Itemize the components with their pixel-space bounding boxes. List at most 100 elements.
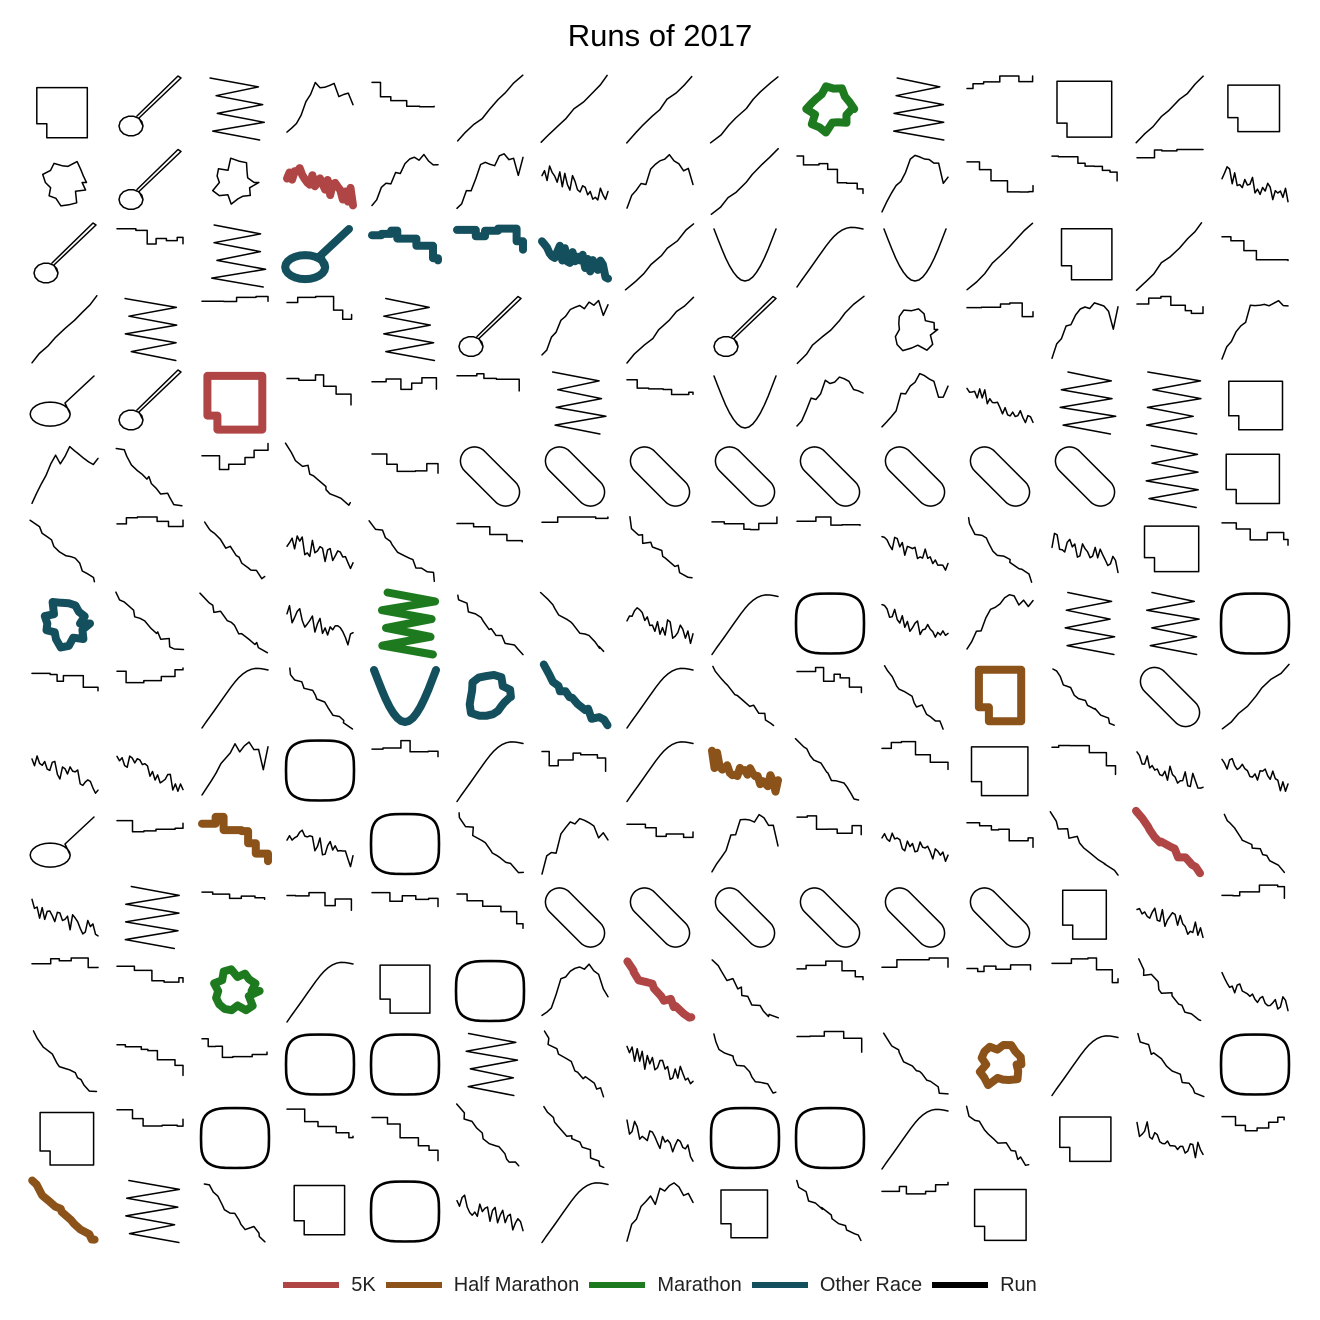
run-panel <box>966 821 1034 848</box>
run-panel <box>892 77 945 141</box>
run-panel <box>383 297 436 362</box>
run-route <box>709 76 779 144</box>
run-panel <box>115 447 183 507</box>
run-panel <box>966 387 1034 424</box>
run-route <box>799 446 861 507</box>
run-panel <box>1221 166 1289 203</box>
run-route <box>284 442 352 506</box>
run-route <box>538 237 612 283</box>
run-route <box>210 224 267 288</box>
run-panel <box>966 222 1034 291</box>
legend-label-marathon: Marathon <box>657 1273 742 1296</box>
run-route <box>31 957 99 969</box>
run-panel <box>799 887 861 948</box>
run-panel <box>41 160 88 207</box>
run-panel <box>281 225 353 284</box>
run-route <box>711 516 778 531</box>
run-route <box>201 442 269 471</box>
run-panel <box>884 887 946 948</box>
run-panel <box>796 376 864 427</box>
run-route <box>1143 525 1200 573</box>
run-panel <box>286 604 354 646</box>
run-panel <box>966 75 1034 90</box>
run-route <box>714 887 776 948</box>
run-route <box>623 957 696 1022</box>
run-panel <box>286 1108 354 1139</box>
run-route <box>713 295 777 357</box>
run-panel <box>970 746 1029 797</box>
run-panel <box>1221 236 1289 262</box>
run-panel <box>711 594 779 656</box>
run-panel <box>203 521 266 580</box>
run-panel <box>794 592 866 655</box>
run-panel <box>31 898 99 937</box>
run-panel <box>710 147 779 216</box>
run-panel <box>1060 227 1113 281</box>
run-route <box>626 75 693 144</box>
run-route <box>1145 591 1200 656</box>
run-panel <box>211 157 260 205</box>
run-panel <box>711 959 780 1019</box>
run-panel <box>1135 222 1203 292</box>
run-route <box>969 887 1031 948</box>
run-route <box>198 812 272 866</box>
run-route <box>286 535 354 570</box>
run-panel <box>720 1189 769 1239</box>
run-panel <box>626 379 694 396</box>
run-panel <box>541 817 609 875</box>
run-route <box>368 226 442 265</box>
legend-swatch-half-marathon <box>385 1282 442 1288</box>
run-route <box>713 375 777 429</box>
run-route <box>883 665 944 730</box>
run-panel <box>210 965 264 1015</box>
run-route <box>369 1180 441 1243</box>
run-route <box>115 447 183 507</box>
run-route <box>796 666 863 694</box>
run-route <box>116 1043 184 1077</box>
run-route <box>541 299 609 356</box>
run-route <box>116 819 184 833</box>
run-panel <box>289 667 354 730</box>
run-route <box>1051 302 1119 360</box>
run-route <box>1132 806 1204 878</box>
run-panel <box>626 1182 694 1242</box>
run-panel <box>539 591 605 653</box>
run-panel <box>456 74 524 142</box>
run-panel <box>33 222 97 284</box>
run-panel <box>966 593 1034 650</box>
run-panel <box>967 516 1033 583</box>
run-route <box>458 812 525 874</box>
run-panel <box>369 812 441 876</box>
run-panel <box>456 893 524 930</box>
run-panel <box>629 887 691 948</box>
run-panel <box>201 295 269 303</box>
run-panel <box>711 516 778 531</box>
run-panel <box>286 891 353 912</box>
run-panel <box>881 1108 949 1170</box>
run-panel <box>31 445 99 505</box>
run-route <box>1221 1115 1285 1132</box>
run-route <box>1136 907 1204 939</box>
run-route <box>796 226 864 288</box>
run-panel <box>881 372 949 428</box>
run-route <box>539 591 605 653</box>
run-panel <box>39 1111 95 1166</box>
run-panel <box>1225 453 1281 505</box>
run-route <box>629 887 691 948</box>
run-panel <box>881 535 949 571</box>
run-panel <box>974 665 1026 726</box>
run-route <box>1049 811 1119 876</box>
run-panel <box>883 228 947 282</box>
run-panel <box>713 375 777 429</box>
run-panel <box>796 226 864 288</box>
run-route <box>882 1032 949 1095</box>
run-panel <box>29 375 95 427</box>
run-route <box>31 294 98 364</box>
run-route <box>1060 227 1113 281</box>
run-panel <box>1051 957 1119 984</box>
run-panel <box>203 1183 266 1243</box>
run-panel <box>32 1030 98 1093</box>
run-route <box>29 375 95 427</box>
run-panel <box>198 812 272 866</box>
legend-item-half-marathon: Half Marathon <box>385 1274 579 1297</box>
